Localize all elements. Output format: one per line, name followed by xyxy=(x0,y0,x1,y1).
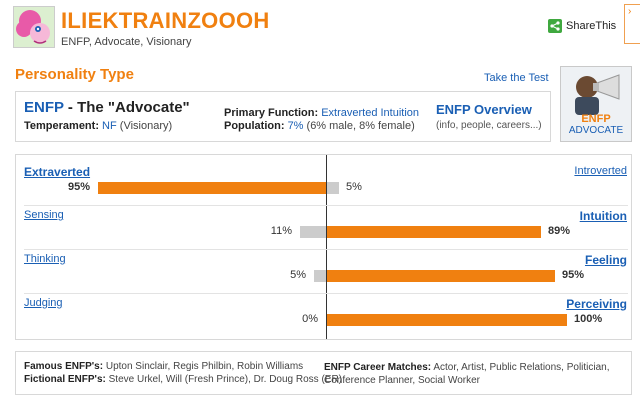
primary-function-label: Primary Function: xyxy=(224,107,319,119)
fictional-value: Steve Urkel, Will (Fresh Prince), Dr. Do… xyxy=(108,374,343,385)
trait-left-label[interactable]: Thinking xyxy=(24,253,66,265)
trait-left-bar xyxy=(98,182,326,194)
share-icon xyxy=(548,19,562,33)
temperament-note: (Visionary) xyxy=(119,120,173,132)
type-overview-sub: (info, people, careers...) xyxy=(436,120,542,131)
trait-right-bar xyxy=(327,270,555,282)
avatar[interactable] xyxy=(13,6,55,48)
row-divider xyxy=(24,205,628,206)
population-label: Population: xyxy=(224,120,285,132)
careers-value: Actor, Artist, Public Relations, Politic… xyxy=(324,362,610,386)
trait-left-percent: 5% xyxy=(290,269,306,281)
trait-right-label[interactable]: Perceiving xyxy=(566,297,627,311)
trait-right-label[interactable]: Introverted xyxy=(574,165,627,177)
trait-right-percent: 95% xyxy=(562,269,585,281)
trait-right-percent: 100% xyxy=(574,313,603,325)
type-name: ENFP - The "Advocate" xyxy=(24,99,190,116)
trait-right-percent: 5% xyxy=(346,181,362,193)
temperament-link[interactable]: NF xyxy=(102,120,117,132)
trait-right-percent: 89% xyxy=(548,225,571,237)
trait-left-percent: 95% xyxy=(67,181,90,193)
megaphone-person-icon xyxy=(561,67,631,141)
population: Population: 7% (6% male, 8% female) xyxy=(224,120,415,132)
famous-examples-box: Famous ENFP's: Upton Sinclair, Regis Phi… xyxy=(15,351,632,395)
share-button[interactable]: ShareThis xyxy=(548,19,616,33)
take-the-test-link[interactable]: Take the Test xyxy=(484,72,549,84)
trait-right-label[interactable]: Intuition xyxy=(579,209,627,223)
primary-function-link[interactable]: Extraverted Intuition xyxy=(321,107,420,119)
type-summary-box: ENFP - The "Advocate" Temperament: NF (V… xyxy=(15,91,551,142)
careers-label: ENFP Career Matches: xyxy=(324,362,432,373)
trait-left-bar xyxy=(300,226,326,238)
fictional-label: Fictional ENFP's: xyxy=(24,374,106,385)
temperament: Temperament: NF (Visionary) xyxy=(24,120,172,132)
corner-panel xyxy=(624,4,640,44)
trait-left-label[interactable]: Sensing xyxy=(24,209,64,221)
trait-left-percent: 11% xyxy=(270,225,292,237)
row-divider xyxy=(24,293,628,294)
famous-label: Famous ENFP's: xyxy=(24,361,104,372)
profile-subtitle: ENFP, Advocate, Visionary xyxy=(61,36,192,48)
pony-avatar-icon xyxy=(14,7,54,47)
trait-right-bar xyxy=(327,226,541,238)
type-code: ENFP xyxy=(24,99,64,116)
share-label: ShareThis xyxy=(566,20,617,32)
population-link[interactable]: 7% xyxy=(287,120,304,132)
famous-people: Famous ENFP's: Upton Sinclair, Regis Phi… xyxy=(24,361,303,372)
profile-username: ILIEKTRAINZOOOH xyxy=(61,8,270,33)
trait-left-bar xyxy=(314,270,326,282)
chevron-right-icon: › xyxy=(628,6,632,17)
trait-right-bar xyxy=(327,314,567,326)
fictional-people: Fictional ENFP's: Steve Urkel, Will (Fre… xyxy=(24,374,342,385)
type-nickname: - The "Advocate" xyxy=(63,99,190,116)
row-divider xyxy=(24,249,628,250)
type-badge[interactable]: ENFP ADVOCATE xyxy=(560,66,632,142)
badge-type-name: ADVOCATE xyxy=(568,125,624,136)
temperament-label: Temperament: xyxy=(24,120,99,132)
primary-function: Primary Function: Extraverted Intuition xyxy=(224,107,419,119)
trait-right-bar xyxy=(327,182,339,194)
section-title: Personality Type xyxy=(15,66,134,83)
population-note: (6% male, 8% female) xyxy=(306,120,415,132)
chart-center-line xyxy=(326,155,327,339)
type-overview-link[interactable]: ENFP Overview xyxy=(436,102,532,117)
famous-value: Upton Sinclair, Regis Philbin, Robin Wil… xyxy=(105,361,304,372)
trait-left-label[interactable]: Judging xyxy=(24,297,63,309)
trait-right-label[interactable]: Feeling xyxy=(584,253,627,267)
badge-type-code: ENFP xyxy=(581,113,611,125)
trait-left-percent: 0% xyxy=(302,313,318,325)
career-matches: ENFP Career Matches: Actor, Artist, Publ… xyxy=(324,361,624,387)
trait-chart: Extraverted Introverted 95% 5% Sensing Intuit… xyxy=(15,154,632,340)
trait-left-label[interactable]: Extraverted xyxy=(24,165,91,179)
